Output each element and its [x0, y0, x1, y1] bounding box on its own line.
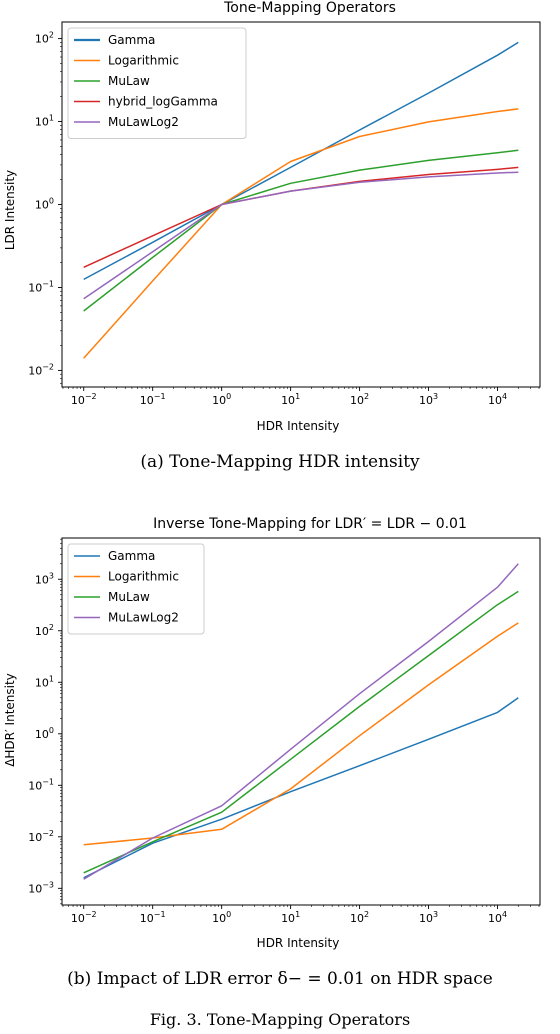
x-tick-label: 101 — [281, 910, 300, 925]
series-line-mulaw — [83, 149, 519, 312]
y-tick-label: 101 — [35, 674, 54, 689]
y-tick-label: 100 — [35, 726, 54, 741]
series-line-gamma — [83, 697, 519, 879]
subcaption-b: (b) Impact of LDR error δ− = 0.01 on HDR… — [67, 969, 493, 989]
series-line-logarithmic — [83, 622, 519, 846]
y-tick-label: 103 — [35, 571, 54, 586]
chart-legend: Gamma Logarithmic MuLaw MuLawLog2 — [67, 543, 205, 635]
legend-label: MuLawLog2 — [108, 115, 179, 129]
legend-label: Logarithmic — [108, 54, 179, 68]
legend-label: hybrid_logGamma — [108, 95, 218, 109]
chart-1-x-axis-label: HDR Intensity — [257, 419, 340, 433]
x-tick-label: 104 — [488, 910, 507, 925]
chart-1-plot-area: 10−2 10−1 100 101 102 103 104 10−2 10−1 100 101 102… — [28, 21, 541, 407]
x-tick-label: 10−1 — [140, 392, 166, 407]
figure-caption: Fig. 3. Tone-Mapping Operators — [149, 1010, 411, 1029]
legend-box — [67, 543, 205, 635]
chart-2-y-axis-label: ΔHDR′ Intensity — [3, 673, 17, 767]
series-line-mulawlog2 — [83, 171, 519, 300]
legend-label: MuLawLog2 — [108, 611, 179, 625]
chart-2-plot-area: 10−2 10−1 100 101 102 103 104 10−3 10−2 10−1 100 10… — [28, 537, 541, 925]
chart-1-title: Tone-Mapping Operators — [223, 0, 396, 16]
x-tick-label: 100 — [212, 910, 231, 925]
x-tick-label: 101 — [281, 392, 300, 407]
legend-label: Gamma — [108, 33, 155, 47]
legend-label: Logarithmic — [108, 570, 179, 584]
x-tick-label: 10−1 — [140, 910, 166, 925]
series-line-mulaw — [83, 590, 519, 874]
x-tick-label: 102 — [350, 910, 369, 925]
x-tick-label: 10−2 — [71, 392, 97, 407]
legend-label: Gamma — [108, 549, 155, 563]
y-tick-label: 10−3 — [28, 880, 54, 895]
y-tick-label: 10−1 — [28, 279, 54, 294]
subcaption-a: (a) Tone-Mapping HDR intensity — [140, 452, 420, 472]
legend-label: MuLaw — [108, 590, 150, 604]
series-line-hybrid-loggamma — [83, 166, 519, 268]
chart-2-title: Inverse Tone-Mapping for LDR′ = LDR − 0.… — [153, 516, 467, 532]
legend-label: MuLaw — [108, 74, 150, 88]
x-tick-label: 10−2 — [71, 910, 97, 925]
y-tick-label: 102 — [35, 31, 54, 46]
x-tick-label: 100 — [212, 392, 231, 407]
y-tick-label: 10−2 — [28, 362, 54, 377]
y-tick-label: 10−1 — [28, 777, 54, 792]
x-tick-label: 102 — [350, 392, 369, 407]
chart-1-y-axis-label: LDR Intensity — [3, 170, 17, 250]
y-tick-label: 101 — [35, 114, 54, 129]
legend-box — [67, 27, 247, 139]
series-line-logarithmic — [83, 108, 519, 359]
y-tick-label: 10−2 — [28, 829, 54, 844]
y-tick-label: 102 — [35, 623, 54, 638]
chart-2-x-axis-label: HDR Intensity — [257, 936, 340, 950]
series-line-mulawlog2 — [83, 563, 519, 880]
x-tick-label: 103 — [419, 910, 438, 925]
y-tick-label: 100 — [35, 197, 54, 212]
x-tick-label: 104 — [488, 392, 507, 407]
plot-frame — [61, 537, 541, 906]
x-tick-label: 103 — [419, 392, 438, 407]
chart-legend: Gamma Logarithmic MuLaw hybrid_logGamma MuLa… — [67, 27, 247, 139]
